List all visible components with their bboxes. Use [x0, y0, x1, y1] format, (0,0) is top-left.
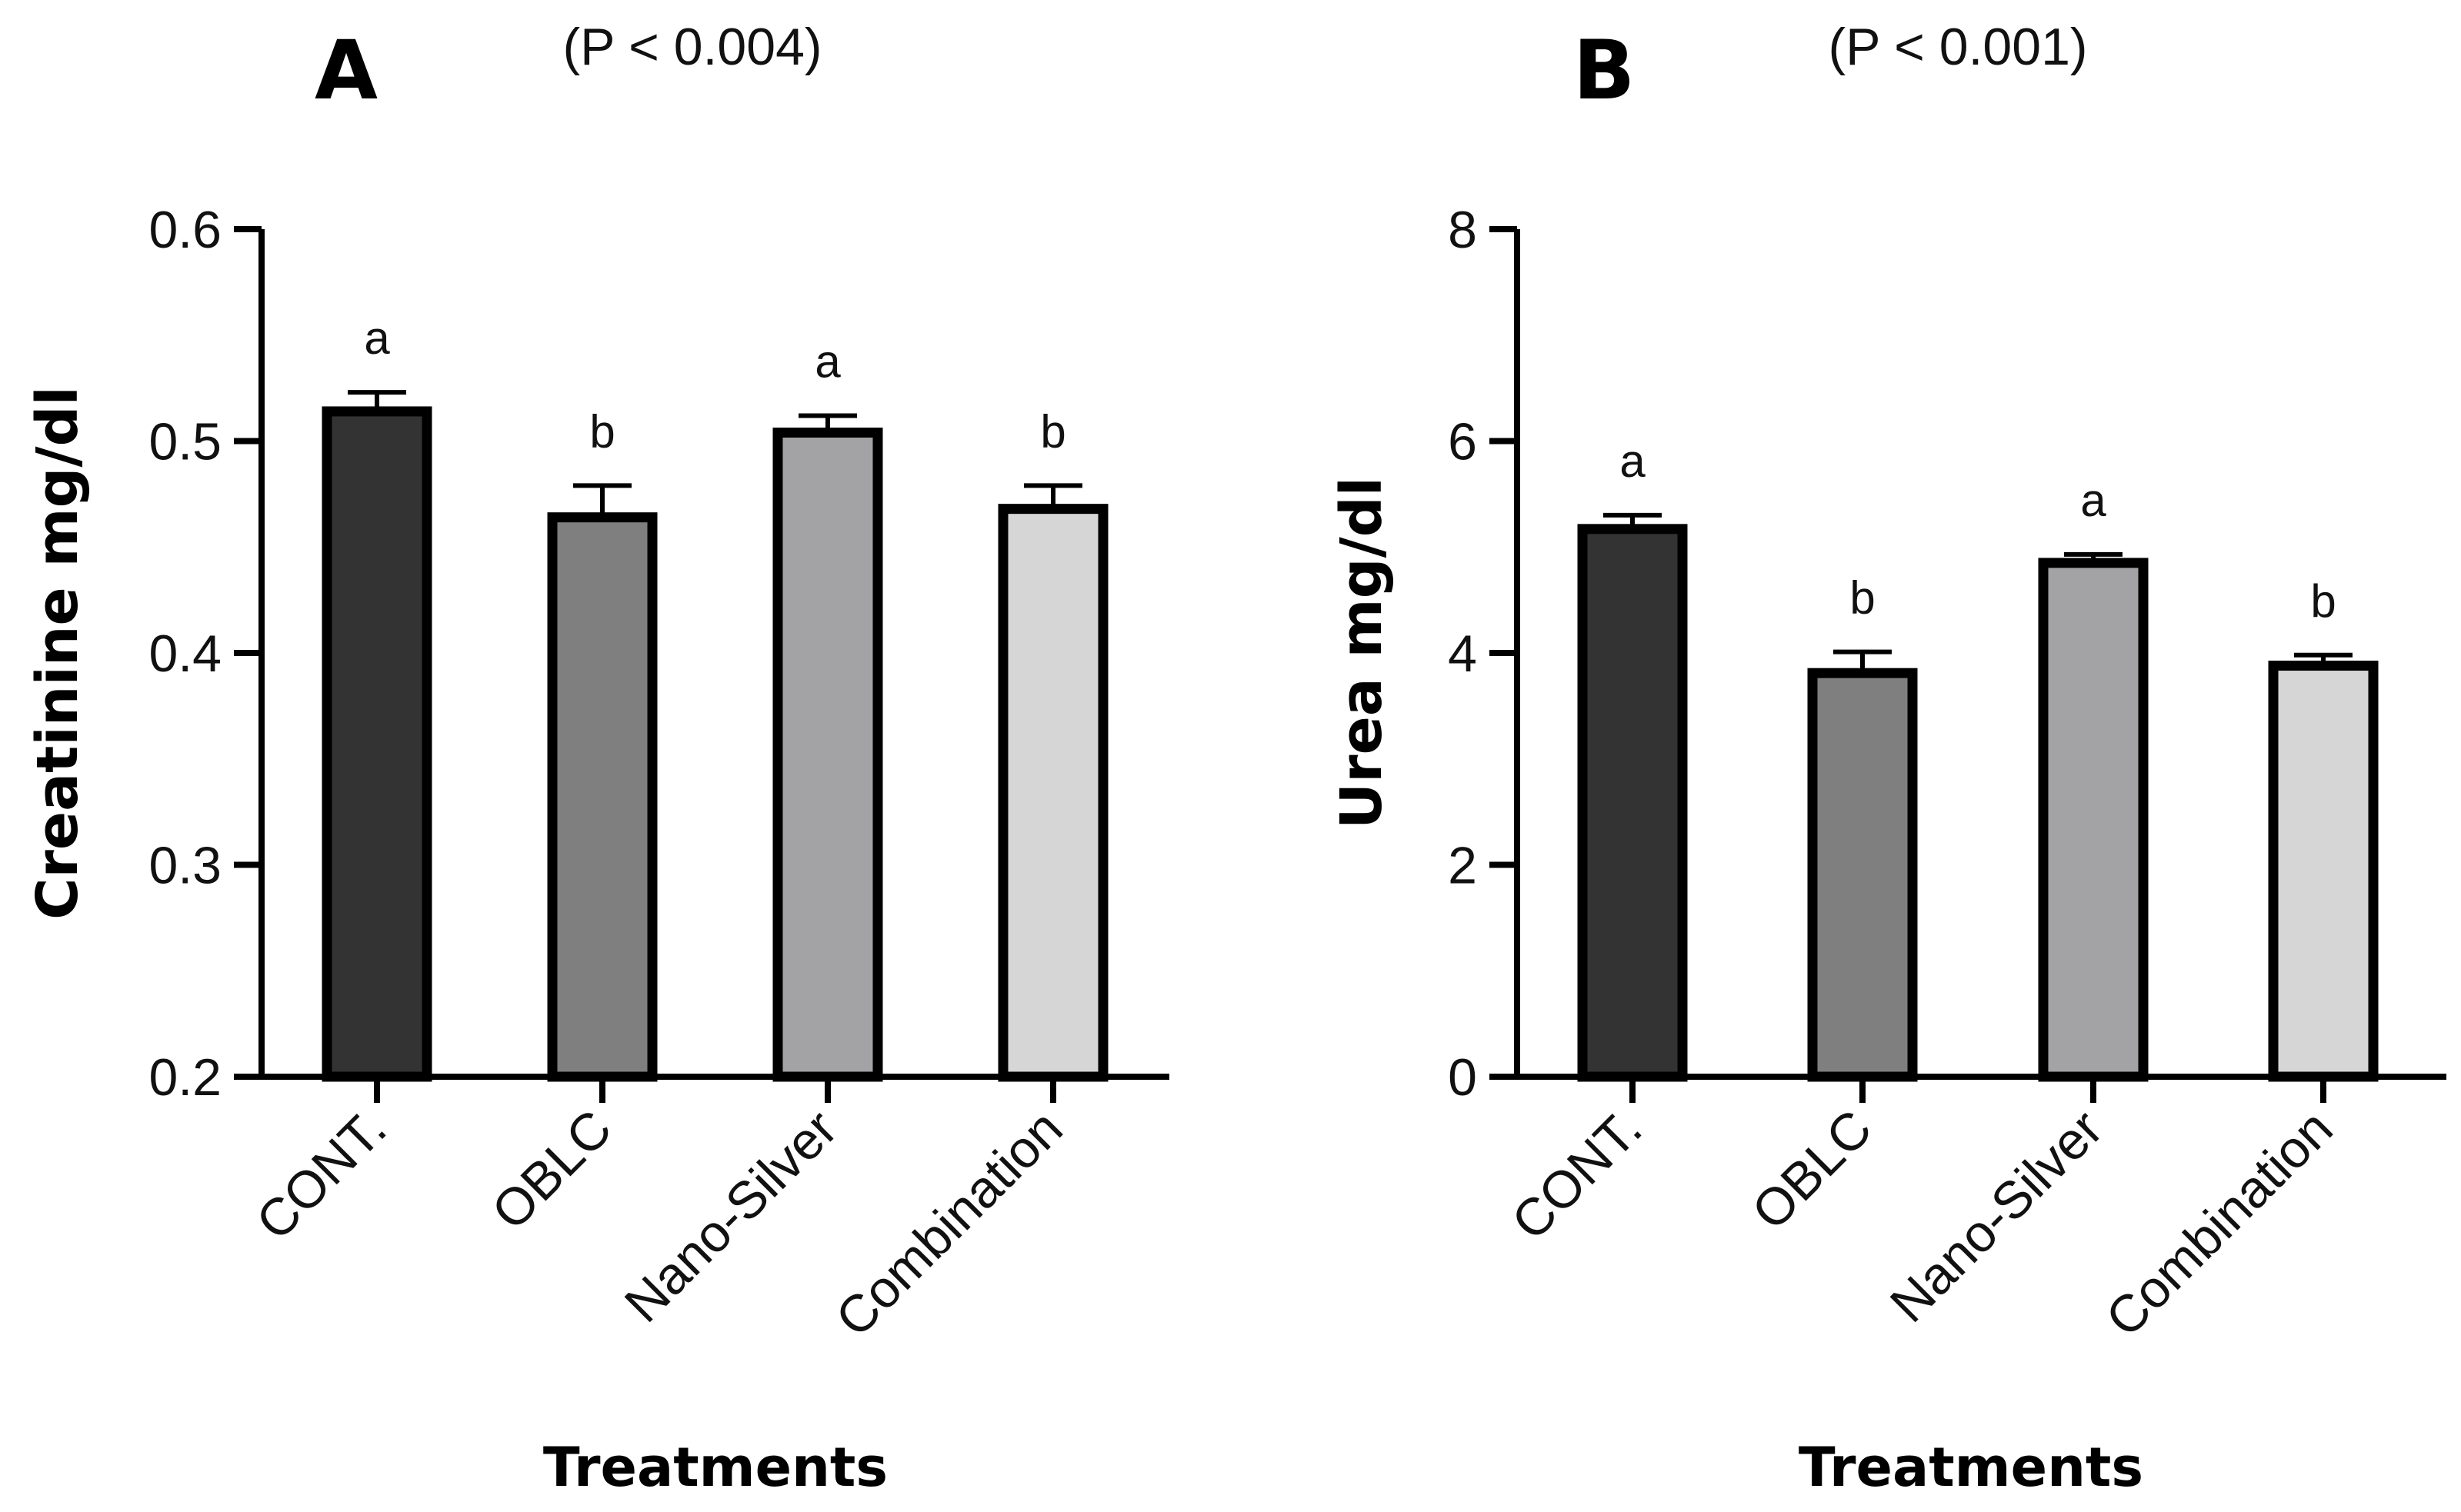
bar: [1577, 524, 1688, 1082]
y-tick-label: 8: [1448, 201, 1477, 259]
panel-b-p-value: (P < 0.001): [1828, 18, 2087, 76]
y-tick-label: 4: [1448, 624, 1477, 683]
y-tick-label: 0.4: [148, 624, 222, 683]
y-tick-label: 2: [1448, 837, 1477, 895]
bar: [2038, 558, 2149, 1082]
category-label: CONT.: [1501, 1099, 1653, 1251]
category-label: Nano-Silver: [614, 1099, 849, 1334]
y-tick-label: 0.3: [148, 837, 222, 895]
significance-letter: b: [1849, 572, 1875, 624]
y-tick-label: 0.2: [148, 1048, 222, 1107]
significance-letter: b: [2310, 575, 2336, 627]
significance-letter: b: [1040, 405, 1065, 457]
category-label: Combination: [2095, 1099, 2344, 1348]
panel-a-p-value: (P < 0.004): [562, 18, 822, 76]
category-label: Nano-Silver: [1879, 1099, 2114, 1334]
panel-b-letter: B: [1573, 23, 1636, 118]
panel-b-urea-chart: B (P < 0.001) a CONT. b OBLC a Nano-Silver b Comb…: [1329, 18, 2446, 1499]
significance-letter: b: [589, 405, 615, 457]
category-label: Combination: [825, 1099, 1074, 1348]
category-label: CONT.: [245, 1099, 398, 1251]
significance-letter: a: [815, 335, 841, 387]
significance-letter: a: [364, 312, 390, 364]
bar: [2268, 661, 2379, 1082]
bar: [998, 504, 1109, 1082]
bar: [1807, 668, 1918, 1082]
x-axis-label: Treatments: [1799, 1436, 2143, 1499]
y-tick-label: 6: [1448, 413, 1477, 471]
panel-a-creatinine-chart: A (P < 0.004) a CONT. b OBLC a Nano-Silver b Comb…: [25, 18, 1169, 1499]
bar: [772, 427, 883, 1082]
y-tick-label: 0.6: [148, 201, 222, 259]
significance-letter: a: [2080, 475, 2106, 526]
category-label: OBLC: [481, 1099, 623, 1241]
x-axis-label: Treatments: [543, 1436, 888, 1499]
category-label: OBLC: [1741, 1099, 1883, 1241]
y-axis-label: Creatinine mg/dl: [25, 386, 91, 920]
y-tick-label: 0.5: [148, 413, 222, 471]
significance-letter: a: [1619, 435, 1646, 487]
y-tick-label: 0: [1448, 1048, 1477, 1107]
bar: [547, 512, 658, 1082]
y-axis-label: Urea mg/dl: [1329, 477, 1395, 829]
bar: [322, 406, 432, 1082]
panel-a-letter: A: [315, 23, 378, 118]
